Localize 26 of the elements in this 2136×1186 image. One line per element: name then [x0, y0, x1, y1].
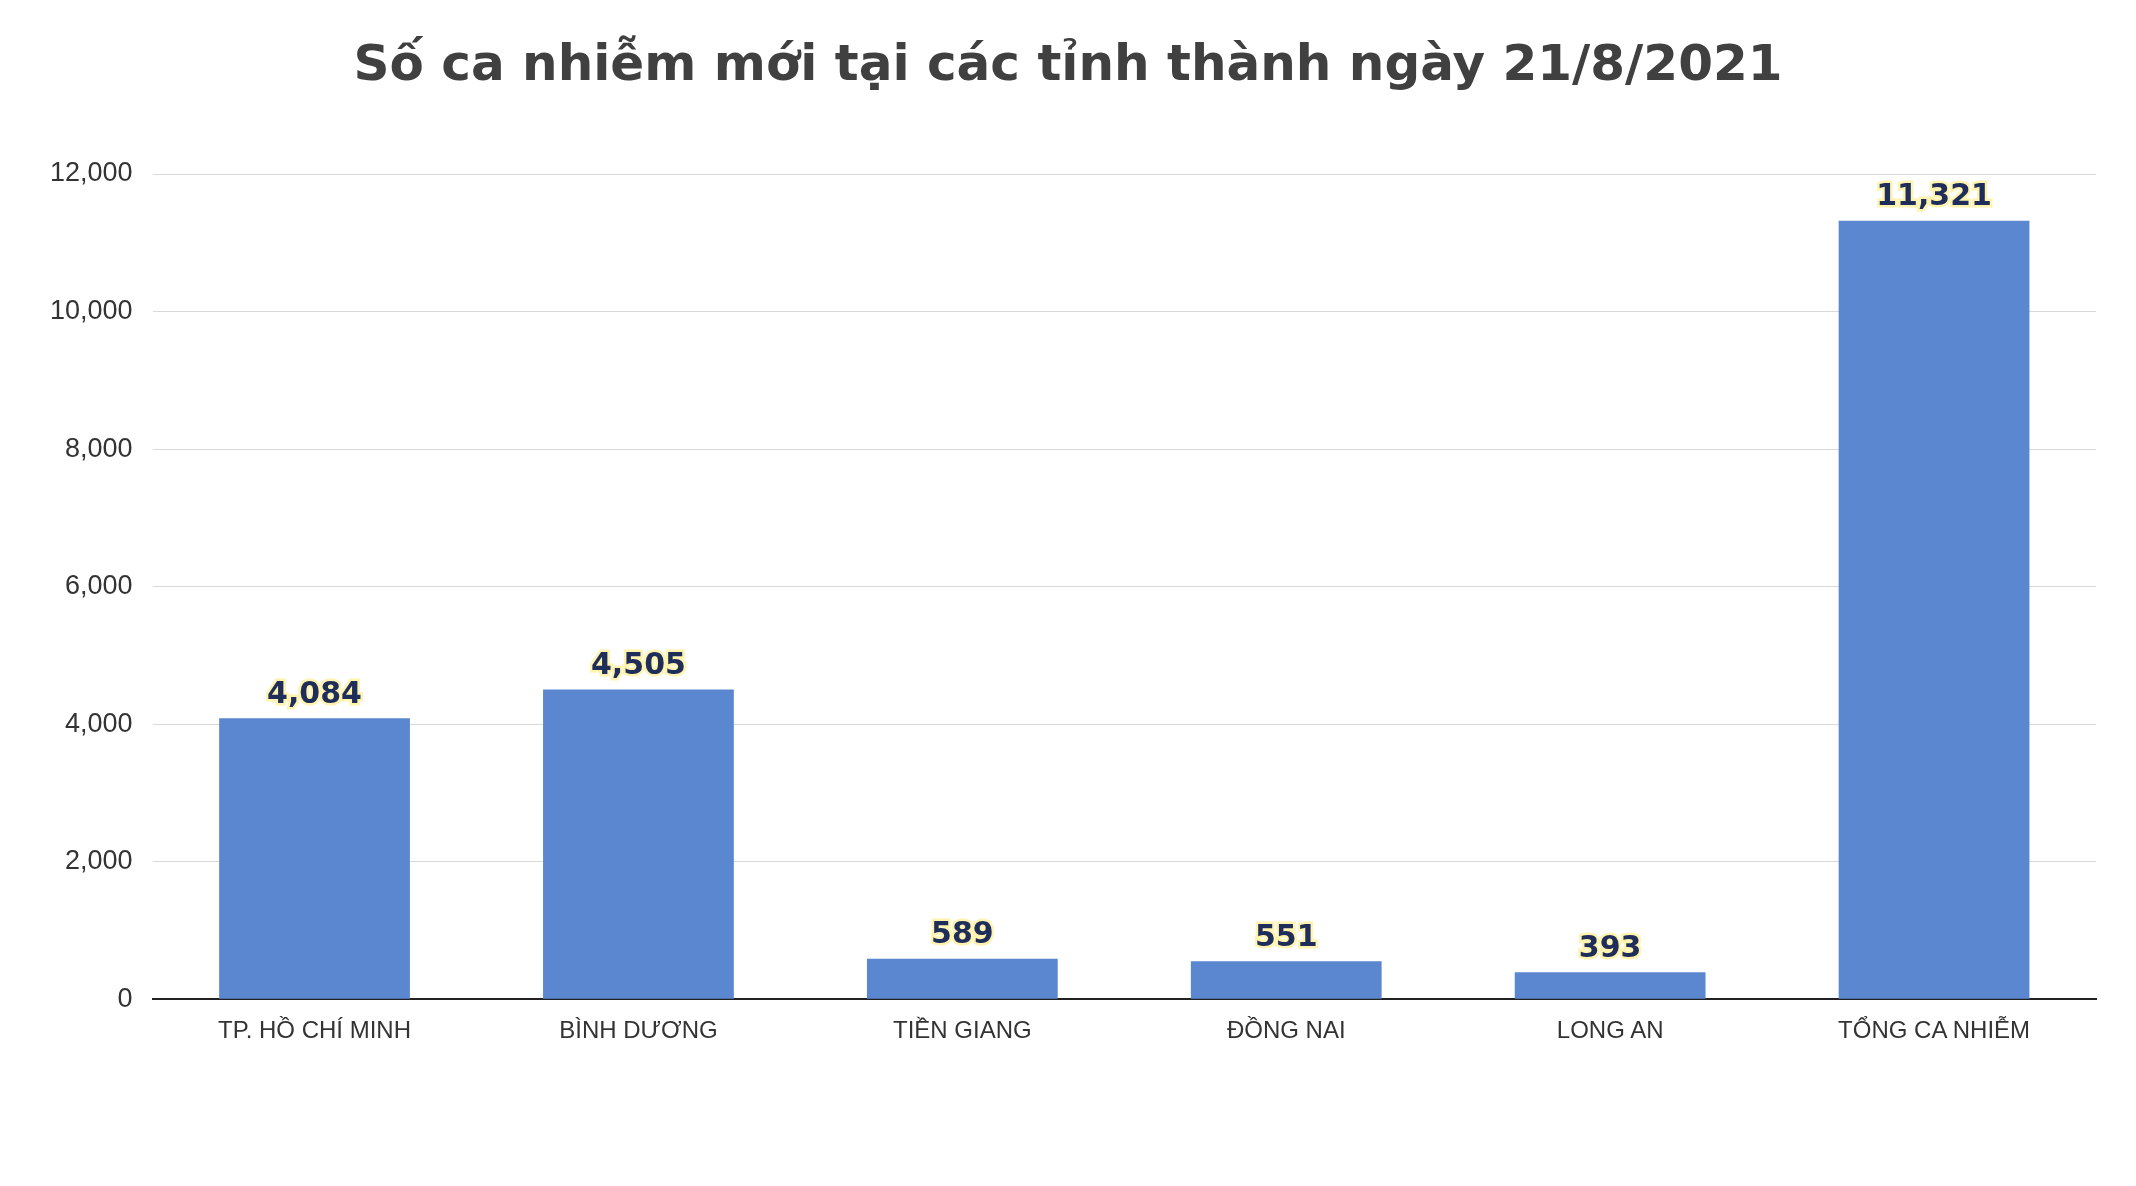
- y-tick-label: 2,000: [65, 845, 133, 876]
- bar: [543, 689, 734, 999]
- y-tick-label: 8,000: [65, 432, 133, 463]
- bar: [1838, 220, 2030, 999]
- data-label: 11,321: [1876, 177, 1992, 213]
- chart-title: Số ca nhiễm mới tại các tỉnh thành ngày 21/8/2021: [352, 34, 1784, 94]
- x-tick-label: TỔNG CA NHIỄM: [1838, 1015, 2031, 1044]
- bar: [1514, 972, 1706, 999]
- bar: [219, 718, 410, 999]
- x-tick-label: ĐỒNG NAI: [1226, 1016, 1346, 1044]
- y-tick-label: 0: [117, 982, 133, 1013]
- x-tick-label: TP. HỒ CHÍ MINH: [218, 1016, 411, 1044]
- x-tick-label: BÌNH DƯƠNG: [559, 1016, 718, 1044]
- bar: [866, 958, 1058, 999]
- data-label: 393: [1578, 928, 1642, 964]
- data-label: 4,084: [267, 675, 362, 711]
- data-label: 589: [931, 915, 994, 951]
- x-tick-label: LONG AN: [1556, 1016, 1664, 1044]
- y-tick-label: 12,000: [49, 157, 133, 188]
- y-tick-label: 10,000: [49, 294, 133, 325]
- y-tick-label: 4,000: [65, 707, 133, 738]
- y-tick-label: 6,000: [65, 570, 133, 601]
- data-label: 551: [1254, 918, 1318, 954]
- x-tick-label: TIỀN GIANG: [893, 1016, 1032, 1044]
- bar: [1190, 961, 1382, 999]
- data-label: 4,505: [590, 646, 686, 682]
